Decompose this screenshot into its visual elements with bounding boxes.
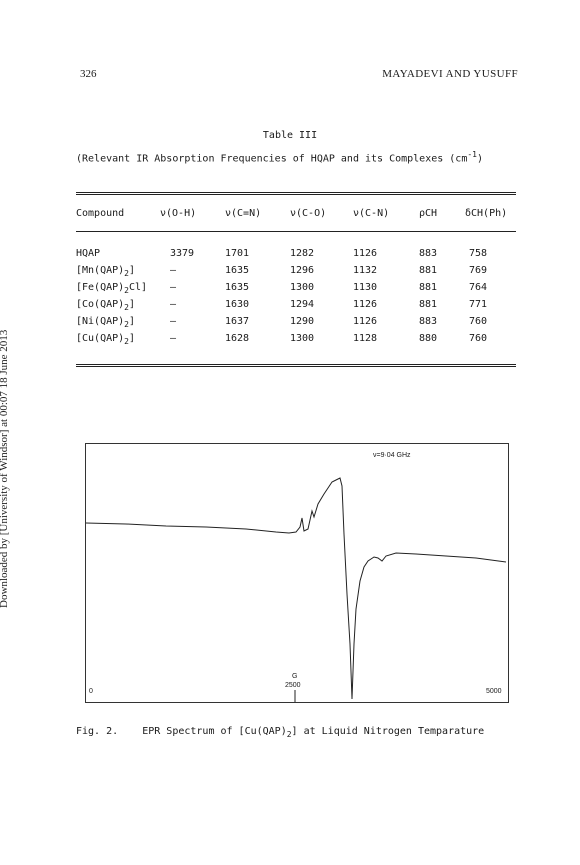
value-cell: 880 — [419, 333, 438, 344]
value-cell: — — [170, 333, 177, 344]
value-cell: 883 — [419, 316, 438, 327]
value-cell: 760 — [469, 316, 488, 327]
table-row: [Mn(QAP)2] — 1635 1296 1132 881 769 — [76, 265, 516, 282]
value-cell: 881 — [419, 282, 438, 293]
value-cell: 1290 — [290, 316, 315, 327]
col-header-cn: ν(C-N) — [353, 208, 390, 219]
table-row: [Fe(QAP)2Cl] — 1635 1300 1130 881 764 — [76, 282, 516, 299]
table-header-rule — [76, 231, 516, 232]
page-number: 326 — [80, 68, 97, 80]
value-cell: 881 — [419, 299, 438, 310]
axis-tick-2500: 2500 — [285, 682, 301, 689]
value-cell: 881 — [419, 265, 438, 276]
value-cell: 1635 — [225, 265, 250, 276]
table-body: HQAP 3379 1701 1282 1126 883 758 [Mn(QAP)2] — 163… — [76, 248, 516, 350]
epr-spectrum-trace — [86, 477, 507, 700]
value-cell: 769 — [469, 265, 488, 276]
frequency-label: ν=9·04 GHz — [373, 452, 411, 459]
compound-cell: HQAP — [76, 248, 101, 259]
running-head: MAYADEVI AND YUSUFF — [382, 68, 518, 80]
value-cell: 1635 — [225, 282, 250, 293]
value-cell: 1282 — [290, 248, 315, 259]
table-top-rule — [76, 192, 516, 195]
figure-caption: Fig. 2. EPR Spectrum of [Cu(QAP)2] at Li… — [76, 726, 485, 739]
table-row: [Cu(QAP)2] — 1628 1300 1128 880 760 — [76, 333, 516, 350]
compound-cell: [Mn(QAP)2] — [76, 265, 136, 278]
value-cell: 1300 — [290, 282, 315, 293]
value-cell: 1701 — [225, 248, 250, 259]
download-notice: Downloaded by [University of Windsor] at… — [0, 329, 10, 608]
value-cell: 771 — [469, 299, 488, 310]
table-bottom-rule — [76, 364, 516, 367]
value-cell: 1300 — [290, 333, 315, 344]
table-row: HQAP 3379 1701 1282 1126 883 758 — [76, 248, 516, 265]
table-header-row: Compound ν(O-H) ν(C=N) ν(C-O) ν(C-N) ρCH… — [76, 208, 516, 225]
value-cell: 1128 — [353, 333, 378, 344]
epr-spectrum-figure: ν=9·04 GHz 0 G 2500 5000 — [85, 443, 509, 703]
value-cell: 758 — [469, 248, 488, 259]
axis-tick-5000: 5000 — [486, 688, 502, 695]
table-row: [Ni(QAP)2] — 1637 1290 1126 883 760 — [76, 316, 516, 333]
axis-tick-0: 0 — [89, 688, 93, 695]
value-cell: 1296 — [290, 265, 315, 276]
value-cell: 3379 — [170, 248, 195, 259]
col-header-cn-double: ν(C=N) — [225, 208, 262, 219]
value-cell: — — [170, 282, 177, 293]
value-cell: 1628 — [225, 333, 250, 344]
compound-cell: [Ni(QAP)2] — [76, 316, 136, 329]
compound-cell: [Fe(QAP)2Cl] — [76, 282, 148, 295]
value-cell: 1637 — [225, 316, 250, 327]
value-cell: 764 — [469, 282, 488, 293]
value-cell: 1130 — [353, 282, 378, 293]
value-cell: 1630 — [225, 299, 250, 310]
value-cell: — — [170, 265, 177, 276]
value-cell: 1126 — [353, 299, 378, 310]
value-cell: 1132 — [353, 265, 378, 276]
table-caption: (Relevant IR Absorption Frequencies of H… — [76, 150, 484, 165]
value-cell: 760 — [469, 333, 488, 344]
value-cell: 1126 — [353, 248, 378, 259]
col-header-co: ν(C-O) — [290, 208, 327, 219]
col-header-oh: ν(O-H) — [160, 208, 197, 219]
col-header-rho-ch: ρCH — [419, 208, 438, 219]
epr-spectrum-plot — [86, 477, 507, 702]
col-header-compound: Compound — [76, 208, 125, 219]
value-cell: 1126 — [353, 316, 378, 327]
value-cell: — — [170, 299, 177, 310]
table-row: [Co(QAP)2] — 1630 1294 1126 881 771 — [76, 299, 516, 316]
compound-cell: [Cu(QAP)2] — [76, 333, 136, 346]
compound-cell: [Co(QAP)2] — [76, 299, 136, 312]
value-cell: 883 — [419, 248, 438, 259]
value-cell: 1294 — [290, 299, 315, 310]
table-title: Table III — [262, 130, 318, 141]
value-cell: — — [170, 316, 177, 327]
col-header-delta-ch: δCH(Ph) — [465, 208, 508, 219]
axis-unit-g: G — [292, 673, 298, 680]
